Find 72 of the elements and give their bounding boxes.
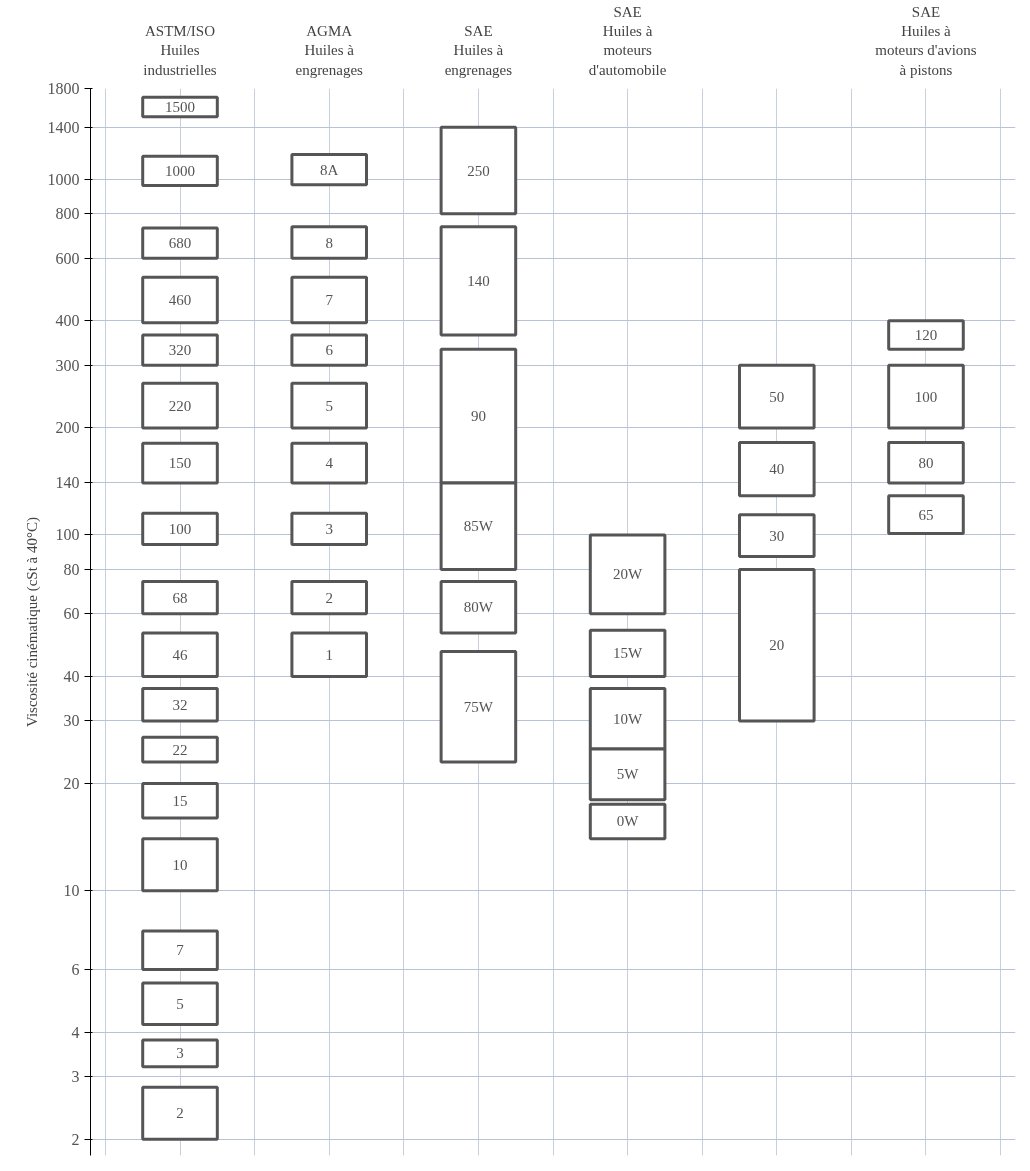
series-label: 20 (769, 637, 785, 654)
y-tick-label: 1000 (47, 170, 80, 188)
y-tick-label: 100 (55, 526, 80, 544)
series-label: 2 (325, 589, 333, 606)
series-label: 4 (325, 455, 334, 472)
series-label: 15 (172, 792, 188, 809)
series-label: 220 (168, 397, 192, 414)
series-label: 80 (918, 454, 934, 471)
y-tick-label: 20 (63, 775, 80, 793)
series-label: 50 (769, 388, 785, 405)
y-tick-label: 80 (63, 560, 80, 578)
y-tick-label: 60 (63, 605, 80, 623)
y-tick-label: 800 (55, 205, 80, 223)
series-label: 65 (918, 506, 934, 523)
series-label: 90 (470, 408, 486, 425)
series-label: 1000 (165, 162, 196, 179)
series-label: 1500 (165, 99, 196, 115)
x-tick-label: AGMA Huiles à engrenages (295, 23, 364, 78)
series-label: 8 (325, 234, 333, 251)
series-label: 7 (176, 942, 185, 959)
series-label: 2 (176, 1105, 184, 1122)
series-label: 8A (320, 161, 339, 178)
x-tick-label: SAE Huiles à moteurs d'automobile (588, 3, 667, 78)
series-label: 680 (168, 235, 192, 252)
series-label: 100 (914, 388, 938, 405)
series-label: 15W (613, 645, 644, 662)
series-label: 32 (172, 696, 188, 713)
series-label: 40 (769, 461, 785, 478)
y-tick-label: 4 (71, 1023, 80, 1041)
series-label: 10 (172, 856, 188, 873)
series-label: 150 (168, 455, 192, 472)
y-tick-label: 3 (71, 1068, 80, 1086)
series-label: 5 (325, 397, 333, 414)
series-label: 46 (172, 646, 189, 663)
series-label: 5 (176, 995, 184, 1012)
y-tick-label: 10 (63, 882, 80, 900)
series-label: 140 (467, 272, 490, 289)
series-label: 6 (325, 342, 334, 359)
x-tick-label: SAE Huiles à engrenages (444, 23, 513, 78)
series-label: 250 (467, 162, 490, 179)
y-tick-label: 6 (71, 961, 80, 979)
series-label: 10W (613, 710, 644, 727)
series-label: 0W (616, 813, 640, 830)
y-axis-title: Viscosité cinématique (cSt à 40°C) (23, 516, 41, 728)
y-tick-label: 400 (55, 312, 80, 330)
y-tick-label: 40 (63, 667, 80, 685)
series-label: 100 (168, 520, 192, 537)
y-tick-label: 200 (55, 419, 80, 437)
y-tick-label: 1400 (47, 118, 80, 136)
series-label: 7 (325, 292, 334, 309)
y-tick-label: 140 (55, 474, 80, 492)
y-tick-label: 1800 (47, 80, 80, 97)
series-label: 460 (168, 292, 192, 309)
series-label: 320 (168, 342, 192, 359)
x-tick-label: SAE Huiles à moteurs d'avions à pistons (875, 3, 977, 78)
series-label: 80W (463, 599, 494, 616)
y-tick-label: 300 (55, 356, 80, 374)
series-label: 3 (176, 1045, 184, 1062)
y-tick-label: 2 (71, 1130, 80, 1148)
series-label: 1 (325, 646, 333, 663)
series-label: 75W (463, 698, 494, 715)
series-label: 30 (769, 527, 785, 544)
series-label: 68 (172, 589, 188, 606)
y-tick-label: 30 (63, 712, 80, 730)
x-tick-label: ASTM/ISO Huiles industrielles (143, 23, 217, 78)
series-label: 5W (616, 766, 640, 783)
series-label: 3 (325, 520, 333, 537)
y-tick-label: 600 (55, 249, 80, 267)
series-label: 85W (463, 518, 494, 535)
series-label: 20W (613, 566, 644, 583)
series-label: 22 (172, 741, 188, 758)
series-label: 120 (914, 326, 938, 343)
